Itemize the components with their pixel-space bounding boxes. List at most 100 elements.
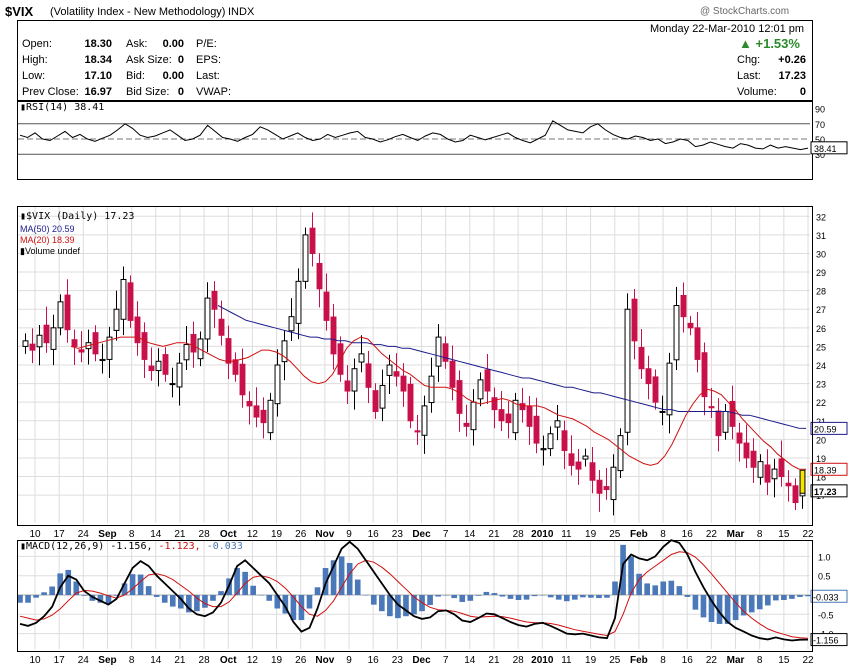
macd-x-label: 7 — [443, 655, 449, 666]
candle-body — [519, 403, 526, 411]
macd-hist-bar — [153, 595, 160, 597]
price-x-label: 7 — [443, 529, 449, 540]
macd-hist-bar — [668, 580, 675, 595]
macd-title-signal: -1.123, — [158, 541, 201, 552]
candle-body — [169, 383, 176, 386]
macd-x-label: 14 — [150, 655, 162, 666]
macd-hist-bar — [89, 595, 96, 601]
price-x-label: 14 — [464, 529, 476, 540]
macd-hist-bar — [306, 595, 313, 609]
macd-hist-bar — [700, 595, 707, 618]
macd-hist-bar — [523, 595, 530, 600]
bid-value: 0.00 — [162, 70, 184, 82]
candle-body — [484, 369, 491, 392]
candle-body — [127, 282, 134, 321]
macd-x-label: 10 — [29, 655, 41, 666]
macd-hist-bar — [563, 595, 570, 602]
rsi-last-box — [810, 141, 848, 155]
candle-body — [120, 278, 127, 320]
price-tick-label: 29 — [816, 268, 826, 278]
macd-x-label: 2010 — [531, 655, 554, 666]
macd-hist-bar — [781, 595, 787, 601]
price-x-label: 22 — [802, 529, 814, 540]
macd-hist-bar — [387, 595, 393, 617]
candle-body — [22, 340, 29, 347]
macd-hist-bar — [580, 595, 586, 598]
macd-x-label: 28 — [513, 655, 525, 666]
low-label: Low: — [22, 70, 46, 82]
candle-body — [99, 358, 106, 362]
macd-hist-bar — [338, 556, 345, 595]
macd-hist-bar — [724, 595, 731, 624]
macd-x-label: 8 — [660, 655, 666, 666]
macd-hist-bar — [314, 587, 321, 595]
candle-body — [260, 409, 267, 424]
ask-value: 0.00 — [162, 38, 184, 50]
price-legend-vix: ▮$VIX (Daily) 17.23 — [20, 211, 134, 222]
macd-hist-bar — [178, 595, 184, 609]
macd-hist-bar — [370, 595, 377, 605]
price-x-label: 16 — [682, 529, 694, 540]
watermark: @ StockCharts.com — [700, 6, 790, 17]
candle-body — [330, 316, 337, 355]
macd-x-label: 9 — [346, 655, 352, 666]
macd-hist-bar — [121, 583, 128, 595]
macd-icon: ▮ — [20, 541, 27, 552]
candle-body — [736, 432, 743, 444]
candle-body — [148, 365, 155, 372]
macd-hist-bar — [789, 595, 795, 599]
macd-hist-bar — [773, 595, 779, 601]
macd-x-label: 12 — [247, 655, 259, 666]
price-x-label: 11 — [561, 529, 572, 540]
candle-body — [183, 344, 190, 361]
price-last-label: 17.23 — [814, 487, 837, 497]
candle-body — [155, 360, 162, 372]
security-name: (Volatility Index - New Methodology) — [50, 6, 226, 18]
rsi-title: ▮RSI(14) 38.41 — [20, 102, 104, 113]
macd-hist-bar — [274, 595, 281, 609]
candle-body — [64, 294, 71, 331]
macd-x-label: 16 — [682, 655, 694, 666]
price-x-label: 26 — [295, 529, 307, 540]
macd-hist-bar — [692, 595, 699, 610]
price-x-label: 21 — [488, 529, 500, 540]
candle-body — [428, 375, 435, 404]
candle-body — [729, 400, 736, 427]
macd-hist-bar — [290, 595, 297, 621]
candle-body — [449, 360, 456, 388]
macd-hist-bar — [483, 591, 490, 595]
legend-ma50: MA(50) 20.59 — [20, 224, 75, 234]
macd-hist-bar — [756, 595, 763, 610]
price-tick-label: 19 — [816, 454, 826, 464]
macd-last-box — [810, 633, 848, 647]
volume-bars-icon: ▮ — [20, 246, 25, 256]
macd-hist-bar — [186, 595, 192, 613]
high-label: High: — [22, 54, 48, 66]
candle-body — [596, 479, 603, 494]
candle-body — [645, 368, 652, 385]
price-x-label: 15 — [778, 529, 790, 540]
candle-body — [750, 450, 757, 468]
candle-body — [162, 354, 169, 375]
candle-body — [372, 390, 379, 412]
macd-x-label: 19 — [585, 655, 597, 666]
macd-hist-bar — [403, 595, 409, 617]
macd-hist-bar — [732, 595, 739, 621]
candle-body — [547, 433, 554, 450]
price-tick-label: 22 — [816, 398, 826, 408]
macd-hist-bar — [572, 595, 578, 600]
candle-body — [302, 234, 309, 282]
macd-hist-bar — [797, 595, 803, 597]
price-x-label: 22 — [706, 529, 718, 540]
low-value: 17.10 — [84, 70, 112, 82]
candle-body — [575, 461, 582, 470]
candle-body — [407, 383, 414, 422]
candle-body — [792, 485, 799, 504]
up-arrow-icon: ▲ — [739, 36, 752, 51]
macd-hist-bar — [451, 595, 458, 599]
macd-hist-bar — [145, 586, 152, 595]
candle-body — [246, 400, 253, 407]
candle-body — [477, 379, 484, 400]
macd-hist-bar — [250, 585, 256, 595]
macd-hist-bar — [202, 595, 208, 608]
